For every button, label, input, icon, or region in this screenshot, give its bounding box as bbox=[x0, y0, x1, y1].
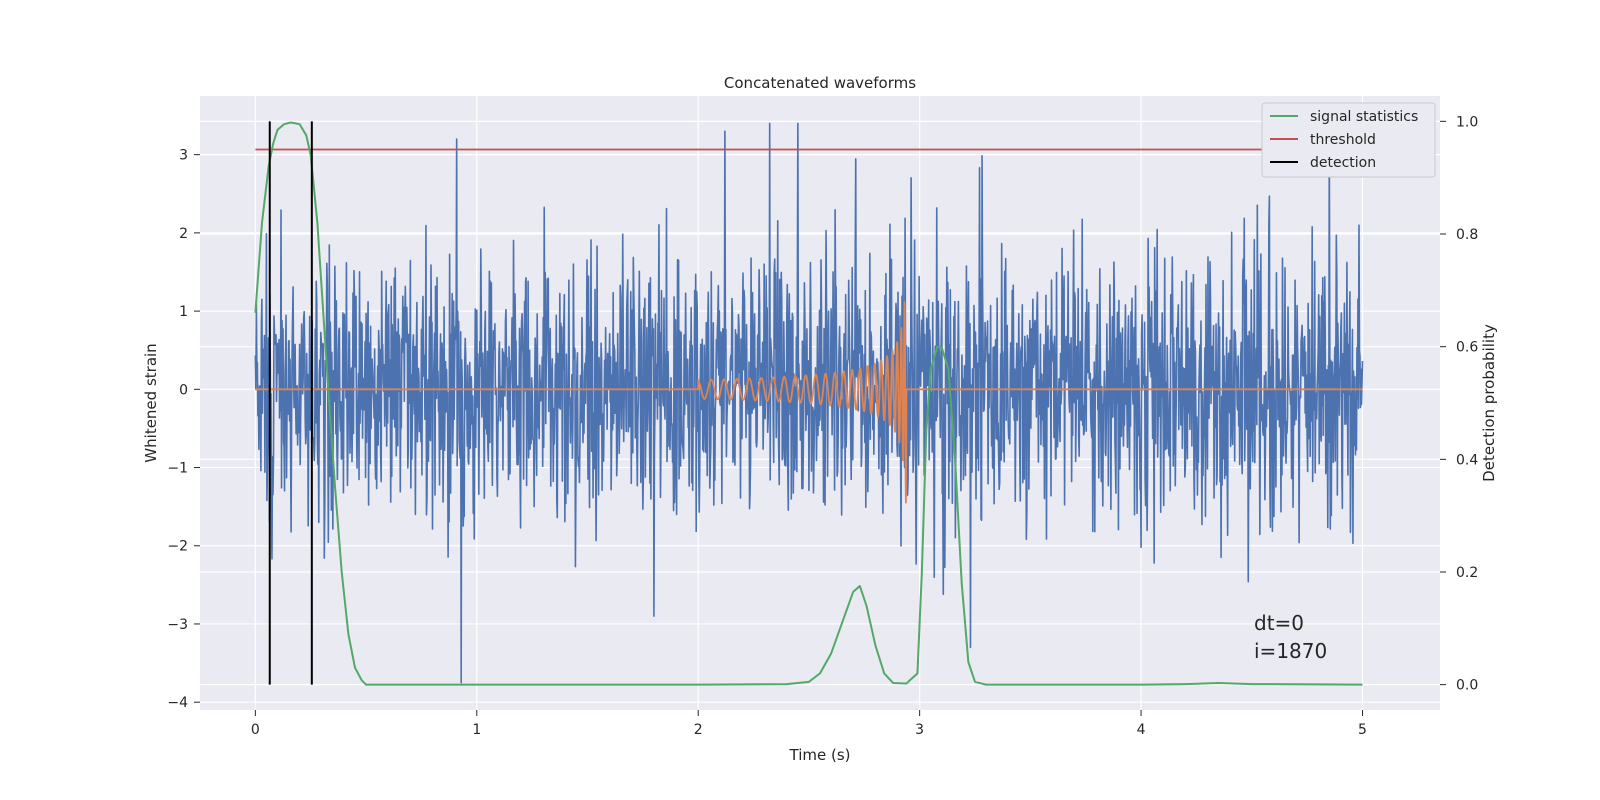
legend-label-threshold: threshold bbox=[1310, 132, 1376, 148]
series-signal-line bbox=[255, 301, 1363, 504]
y-tick-label: 3 bbox=[179, 148, 188, 164]
legend-label-signal-statistics: signal statistics bbox=[1310, 109, 1418, 125]
annotation-dt: dt=0 bbox=[1254, 611, 1304, 635]
y-axis-label: Whitened strain bbox=[142, 343, 160, 462]
y2-tick-label: 0.2 bbox=[1456, 565, 1478, 581]
y-tick-label: −4 bbox=[167, 695, 188, 711]
legend-box bbox=[1261, 102, 1436, 178]
x-tick-label: 1 bbox=[472, 722, 481, 738]
y2-tick-label: 0.8 bbox=[1456, 227, 1478, 243]
y-tick-label: 1 bbox=[179, 304, 188, 320]
y-tick-label: −2 bbox=[167, 539, 188, 555]
y2-tick-label: 0.4 bbox=[1456, 452, 1478, 468]
y2-axis-label: Detection probability bbox=[1480, 324, 1498, 482]
x-tick-label: 2 bbox=[694, 722, 703, 738]
x-axis-label: Time (s) bbox=[789, 746, 851, 764]
series-noise-line bbox=[254, 122, 1364, 684]
y2-tick-label: 0.0 bbox=[1456, 678, 1478, 694]
annotation-i: i=1870 bbox=[1254, 639, 1327, 663]
y-tick-label: −3 bbox=[167, 617, 188, 633]
x-tick-label: 5 bbox=[1358, 722, 1367, 738]
legend: signal statistics threshold detection bbox=[1261, 102, 1436, 178]
ticks: 0 1 2 3 4 5 −4 −3 −2 −1 0 1 2 3 0.0 0.2 0.4 0.6 0.8 1.0 bbox=[167, 114, 1478, 738]
y2-tick-label: 1.0 bbox=[1456, 114, 1478, 130]
x-tick-label: 0 bbox=[251, 722, 260, 738]
y-tick-label: 2 bbox=[179, 226, 188, 242]
x-tick-label: 4 bbox=[1137, 722, 1146, 738]
legend-label-detection: detection bbox=[1310, 155, 1376, 171]
chart-title: Concatenated waveforms bbox=[724, 74, 916, 92]
x-tick-label: 3 bbox=[915, 722, 924, 738]
y-tick-label: −1 bbox=[167, 461, 188, 477]
y2-tick-label: 0.6 bbox=[1456, 340, 1478, 356]
series-signal-statistics-line bbox=[254, 121, 1363, 686]
y-tick-label: 0 bbox=[179, 382, 188, 398]
series-layer bbox=[254, 121, 1364, 686]
